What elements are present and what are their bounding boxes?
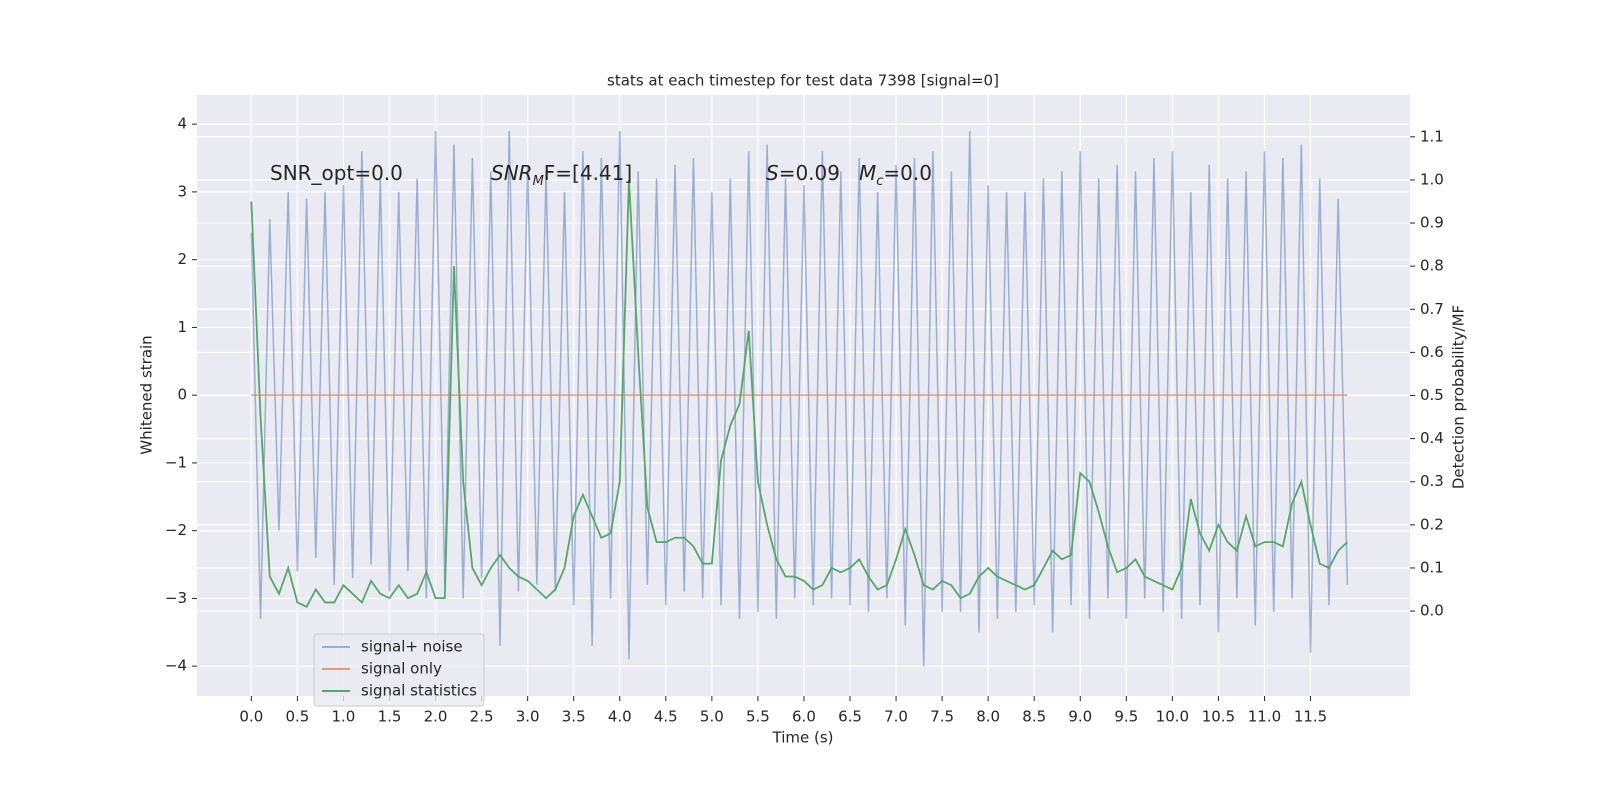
y2-tick-label: 0.1 (1420, 558, 1444, 576)
y-tick-label: 2 (177, 250, 187, 268)
annotation-part: F=[4.41] (544, 161, 632, 185)
x-tick-label: 5.0 (700, 708, 724, 726)
marks (250, 130, 1349, 667)
annotation-part: SNR_opt=0.0 (270, 161, 403, 185)
x-tick-label: 6.0 (792, 708, 816, 726)
annotation-part: S (766, 161, 779, 185)
y2-tick-label: 0.4 (1420, 429, 1444, 447)
x-tick-label: 10.5 (1202, 708, 1235, 726)
legend-label: signal+ noise (361, 638, 463, 656)
x-tick-label: 11.0 (1248, 708, 1281, 726)
legend-label: signal only (361, 660, 442, 678)
annotation: S=0.09 (766, 161, 840, 185)
y-tick-label: 1 (177, 318, 187, 336)
x-tick-label: 11.5 (1294, 708, 1327, 726)
x-tick-label: 7.5 (930, 708, 954, 726)
y2-axis-label: Detection probability/MF (1450, 305, 1468, 489)
annotation-part: =0.0 (883, 161, 932, 185)
x-tick-label: 3.5 (562, 708, 586, 726)
x-tick-label: 7.0 (884, 708, 908, 726)
annotation-part: M (859, 161, 876, 185)
annotation-part: M (533, 174, 544, 189)
x-tick-label: 0.0 (239, 708, 263, 726)
annotation: Mc=0.0 (859, 161, 932, 190)
x-tick-label: 4.5 (654, 708, 678, 726)
y-axis-label: Whitened strain (138, 335, 156, 454)
annotation-part: c (876, 174, 883, 189)
y2-tick-label: 0.5 (1420, 386, 1444, 404)
x-tick-label: 2.5 (470, 708, 494, 726)
y2-tick-label: 0.7 (1420, 300, 1444, 318)
y-tick-label: −1 (165, 453, 187, 471)
labels: 0.0 0.5 1.0 1.5 2.0 2.5 3.0 3.5 4.0 4.5 5.0 5.5 6.0 6… (165, 115, 1444, 726)
x-tick-label: 1.0 (332, 708, 356, 726)
y2-tick-label: 0.6 (1420, 343, 1444, 361)
y2-tick-label: 1.1 (1420, 127, 1444, 145)
x-tick-label: 2.0 (424, 708, 448, 726)
x-tick-label: 9.0 (1068, 708, 1092, 726)
y-tick-label: 0 (177, 386, 187, 404)
y2-tick-label: 0.3 (1420, 472, 1444, 490)
annotation-part: =0.09 (779, 161, 840, 185)
legend-label: signal statistics (361, 682, 477, 700)
y-tick-label: 4 (177, 115, 187, 133)
x-tick-label: 9.5 (1114, 708, 1138, 726)
x-tick-label: 0.5 (285, 708, 309, 726)
x-tick-label: 1.5 (378, 708, 402, 726)
x-tick-label: 6.5 (838, 708, 862, 726)
y2-tick-label: 0.9 (1420, 214, 1444, 232)
y-tick-label: −4 (165, 657, 187, 675)
x-axis-label: Time (s) (772, 729, 834, 747)
series-line (250, 130, 1349, 667)
x-tick-label: 8.5 (1022, 708, 1046, 726)
y2-tick-label: 0.0 (1420, 602, 1444, 620)
x-tick-label: 10.0 (1156, 708, 1189, 726)
annotation-part: SNR (491, 161, 533, 185)
y-tick-label: −3 (165, 589, 187, 607)
annotation: SNRMF=[4.41] (491, 161, 632, 190)
x-tick-label: 3.0 (516, 708, 540, 726)
y-tick-label: 3 (177, 182, 187, 200)
y2-tick-label: 0.8 (1420, 257, 1444, 275)
series-line (250, 179, 1348, 608)
annotation: SNR_opt=0.0 (270, 161, 403, 185)
x-tick-label: 4.0 (608, 708, 632, 726)
x-tick-label: 8.0 (976, 708, 1000, 726)
y2-tick-label: 0.2 (1420, 515, 1444, 533)
y-tick-label: −2 (165, 521, 187, 539)
y2-tick-label: 1.0 (1420, 170, 1444, 188)
legend-box (313, 633, 485, 707)
chart-title: stats at each timestep for test data 739… (607, 72, 999, 90)
x-tick-label: 5.5 (746, 708, 770, 726)
legend: signal+ noise signal only signal statistic… (313, 633, 485, 707)
